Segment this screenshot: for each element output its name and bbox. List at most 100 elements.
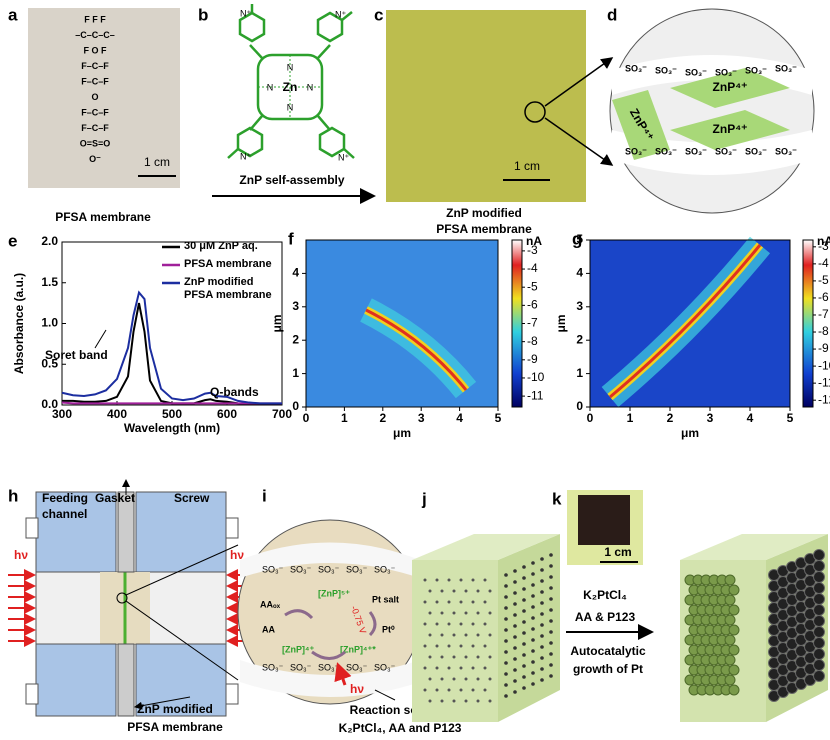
- seed: [477, 634, 480, 637]
- seed: [460, 601, 463, 604]
- seed: [540, 656, 544, 660]
- seed: [477, 700, 480, 703]
- y-tick-label: 2: [576, 332, 583, 346]
- legend-entry: 30 μM ZnP aq.: [184, 240, 280, 253]
- x-tick-label: 4: [456, 411, 463, 425]
- seed: [477, 590, 480, 593]
- colorbar-tick-label: -11: [527, 388, 544, 402]
- colorbar-tick-label: -9: [818, 341, 829, 355]
- particle: [814, 594, 825, 605]
- x-axis-label: Wavelength (nm): [124, 421, 220, 435]
- species: AAₒₓ: [260, 599, 281, 609]
- seed: [513, 602, 517, 606]
- panel-letter: h: [8, 486, 18, 505]
- seed: [522, 675, 526, 679]
- structure-row: F–C–F: [81, 76, 109, 86]
- species: [ZnP]⁴⁺: [282, 644, 314, 654]
- seed: [441, 700, 444, 703]
- y-tick-label: 5: [576, 232, 583, 246]
- panel-letter: k: [552, 489, 562, 508]
- structure-row: F F F: [84, 14, 106, 24]
- particle: [725, 655, 735, 665]
- seed: [504, 650, 508, 654]
- sulfonate: SO₃⁻: [685, 146, 707, 156]
- seed: [549, 586, 553, 590]
- seed: [441, 634, 444, 637]
- x-tick-label: 2: [379, 411, 386, 425]
- seed: [513, 580, 517, 584]
- seed: [424, 645, 427, 648]
- seed: [549, 630, 553, 634]
- caption: ZnP self-assembly: [239, 173, 344, 187]
- structure-row: O=S=O: [80, 138, 111, 148]
- sulfonate: SO₃⁻: [290, 564, 312, 574]
- seed: [477, 656, 480, 659]
- seed: [472, 645, 475, 648]
- colorbar-tick-label: -12: [818, 392, 830, 406]
- seed: [513, 624, 517, 628]
- sulfonate: SO₃⁻: [374, 564, 396, 574]
- seed: [489, 634, 492, 637]
- seed: [489, 590, 492, 593]
- seed: [522, 587, 526, 591]
- seed: [453, 634, 456, 637]
- y-tick-label: 1.5: [41, 275, 58, 289]
- seed: [540, 667, 544, 671]
- x-tick-label: 700: [272, 407, 292, 421]
- seed: [436, 601, 439, 604]
- particle: [814, 671, 825, 682]
- seed: [513, 679, 517, 683]
- seed: [472, 601, 475, 604]
- seed: [531, 627, 535, 631]
- seed: [453, 700, 456, 703]
- x-tick-label: 3: [707, 411, 714, 425]
- particle: [729, 585, 739, 595]
- seed: [531, 594, 535, 598]
- x-tick-label: 2: [667, 411, 674, 425]
- seed: [424, 667, 427, 670]
- seed: [504, 617, 508, 621]
- seed: [513, 657, 517, 661]
- seed: [531, 561, 535, 565]
- sulfonate: SO₃⁻: [775, 63, 797, 73]
- atom: N: [307, 82, 314, 92]
- particle: [729, 665, 739, 675]
- seed: [540, 590, 544, 594]
- particle: [814, 572, 825, 583]
- sulfonate: SO₃⁻: [374, 662, 396, 672]
- particle: [729, 625, 739, 635]
- y-tick-label: 0: [576, 399, 583, 413]
- sulfonate: SO₃⁻: [745, 146, 767, 156]
- seed: [522, 565, 526, 569]
- particle: [725, 635, 735, 645]
- process: Autocatalytic: [570, 644, 646, 658]
- ion-label: ZnP⁴⁺: [713, 80, 748, 94]
- seed: [460, 667, 463, 670]
- seed: [504, 661, 508, 665]
- structure-row: F–C–F: [81, 107, 109, 117]
- particle: [729, 685, 739, 695]
- seed: [472, 623, 475, 626]
- seed: [504, 584, 508, 588]
- reagent: K₂PtCl₄: [583, 588, 627, 602]
- sulfonate: SO₃⁻: [262, 564, 284, 574]
- seed: [465, 590, 468, 593]
- sulfonate: SO₃⁻: [655, 146, 677, 156]
- seed: [453, 656, 456, 659]
- seed: [465, 634, 468, 637]
- sulfonate: SO₃⁻: [290, 662, 312, 672]
- x-tick-label: 3: [418, 411, 425, 425]
- seed: [504, 683, 508, 687]
- seed: [531, 671, 535, 675]
- colorbar-tick-label: -5: [527, 279, 538, 293]
- x-tick-label: 1: [627, 411, 634, 425]
- seed: [460, 623, 463, 626]
- caption: K₂PtCl₄, AA and P123: [339, 721, 462, 735]
- seed: [504, 628, 508, 632]
- structure-row: O⁻: [89, 154, 101, 164]
- particle: [814, 561, 825, 572]
- y-axis-label: μm: [270, 314, 284, 332]
- reagent: AA & P123: [575, 610, 636, 624]
- species: Pt⁰: [382, 624, 395, 634]
- seed: [489, 678, 492, 681]
